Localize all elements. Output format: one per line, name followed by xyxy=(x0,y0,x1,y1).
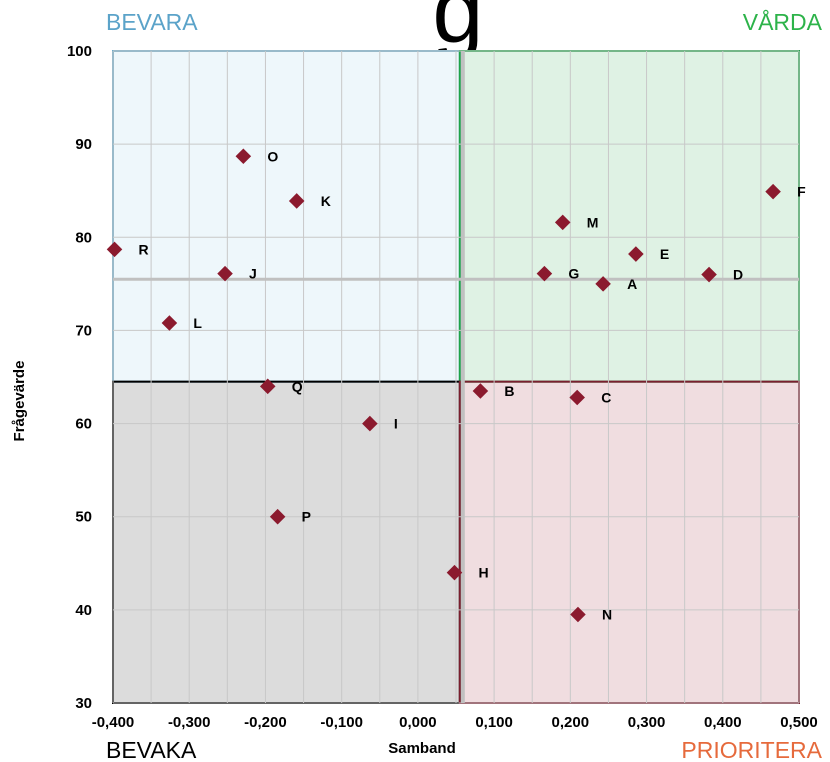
point-marker-j xyxy=(217,265,233,282)
quadrant-label-prioritera: PRIORITERA xyxy=(681,737,822,762)
point-marker-r xyxy=(106,241,123,258)
point-marker-n xyxy=(570,606,586,623)
point-label-m: M xyxy=(587,214,599,230)
point-marker-k xyxy=(288,193,305,209)
point-label-q: Q xyxy=(292,378,303,394)
y-tick-label: 90 xyxy=(75,136,92,153)
point-marker-l xyxy=(161,315,178,331)
quadrant-bevaka-fill xyxy=(113,381,460,703)
quadrant-label-bevaka: BEVAKA xyxy=(106,737,197,762)
x-tick-label: -0,300 xyxy=(168,714,211,731)
y-tick-label: 40 xyxy=(75,602,92,619)
quadrant-varda-fill xyxy=(459,51,799,382)
point-marker-f xyxy=(765,183,781,200)
y-tick-label: 100 xyxy=(67,43,92,60)
x-tick-label: 0,400 xyxy=(704,714,742,731)
quadrant-bevara-fill xyxy=(113,51,460,382)
point-label-d: D xyxy=(733,267,743,283)
y-tick-label: 60 xyxy=(75,416,92,433)
point-label-i: I xyxy=(394,416,398,432)
x-tick-label: 0,100 xyxy=(475,714,513,731)
tick-layer: -0,400 -0,300 -0,200 -0,100 0,000 0,100 0,200 0… xyxy=(67,43,818,731)
point-label-f: F xyxy=(797,184,806,200)
point-marker-o xyxy=(235,148,252,165)
point-label-g: G xyxy=(568,266,579,282)
point-marker-m xyxy=(554,214,571,231)
point-label-p: P xyxy=(302,509,311,525)
x-tick-label: 0,000 xyxy=(399,714,437,731)
quadrant-label-bevara: BEVARA xyxy=(106,9,198,35)
x-tick-label: 0,200 xyxy=(552,714,590,731)
grid-layer xyxy=(112,50,800,704)
quadrant-prioritera-fill xyxy=(459,381,799,703)
x-tick-label: -0,200 xyxy=(244,714,287,731)
quadrant-layer xyxy=(112,50,800,704)
point-label-n: N xyxy=(602,607,612,623)
point-label-l: L xyxy=(193,315,202,331)
point-label-k: K xyxy=(321,193,331,209)
y-axis-title: Frågevärde xyxy=(11,361,28,442)
point-label-j: J xyxy=(249,266,257,282)
y-tick-label: 70 xyxy=(75,322,92,339)
x-tick-label: -0,100 xyxy=(320,714,363,731)
x-tick-label: 0,300 xyxy=(628,714,666,731)
y-tick-label: 50 xyxy=(75,509,92,526)
x-tick-label: 0,500 xyxy=(780,714,818,731)
quadrant-label-varda: VÅRDA xyxy=(743,8,823,35)
point-label-r: R xyxy=(139,241,149,257)
point-label-c: C xyxy=(601,389,611,405)
x-axis-title: Samband xyxy=(388,740,456,757)
y-tick-label: 30 xyxy=(75,695,92,712)
point-label-o: O xyxy=(267,148,278,164)
x-tick-label: -0,400 xyxy=(92,714,135,731)
point-label-b: B xyxy=(504,383,514,399)
point-label-a: A xyxy=(627,276,637,292)
point-label-e: E xyxy=(660,246,669,262)
point-label-h: H xyxy=(478,565,488,581)
y-tick-label: 80 xyxy=(75,229,92,246)
